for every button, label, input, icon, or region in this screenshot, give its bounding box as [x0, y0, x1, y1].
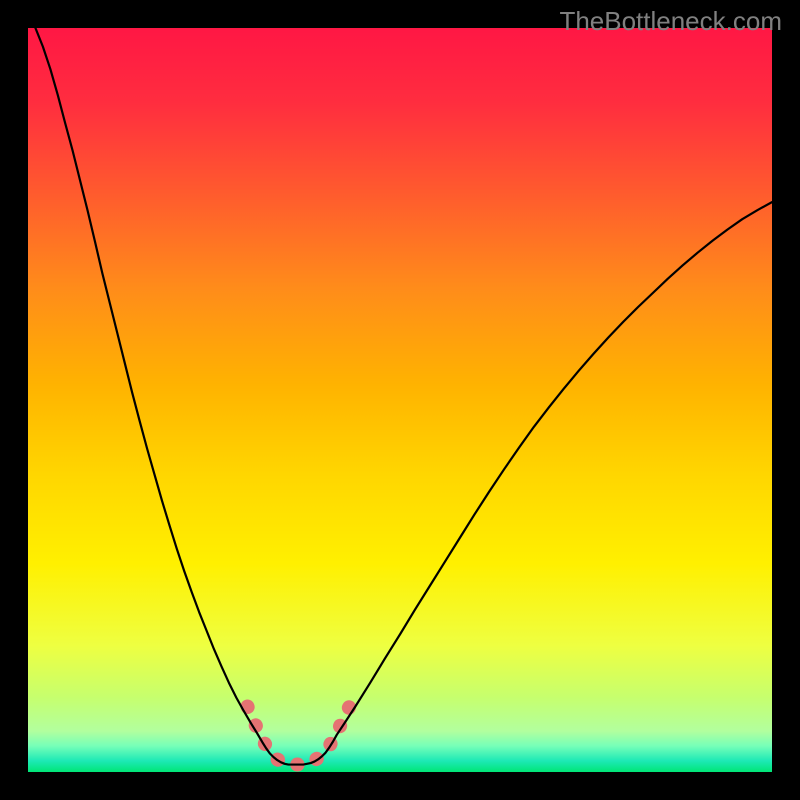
watermark-text: TheBottleneck.com — [559, 6, 782, 37]
bottleneck-chart — [0, 0, 800, 800]
plot-background — [28, 28, 772, 772]
